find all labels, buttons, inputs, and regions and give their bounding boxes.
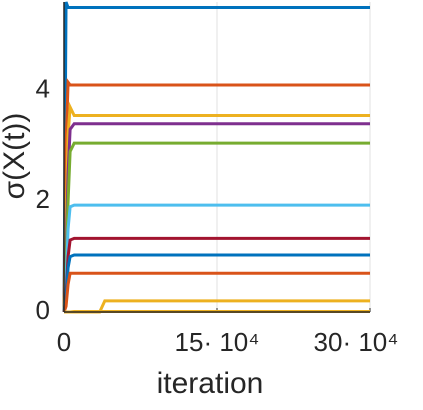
y-tick-label: 2 [36,184,50,214]
series-line [62,271,370,313]
x-tick-label: 30· 10⁴ [314,327,399,357]
y-axis-label: σ(X(t)) [0,113,31,200]
series-line [62,1,370,313]
y-tick-label: 0 [36,295,50,325]
x-axis-label: iteration [157,367,264,400]
y-tick-label: 4 [36,73,50,103]
x-tick-label: 15· 10⁴ [175,327,260,357]
x-tick-label: 0 [57,327,71,357]
series-line [62,77,370,313]
